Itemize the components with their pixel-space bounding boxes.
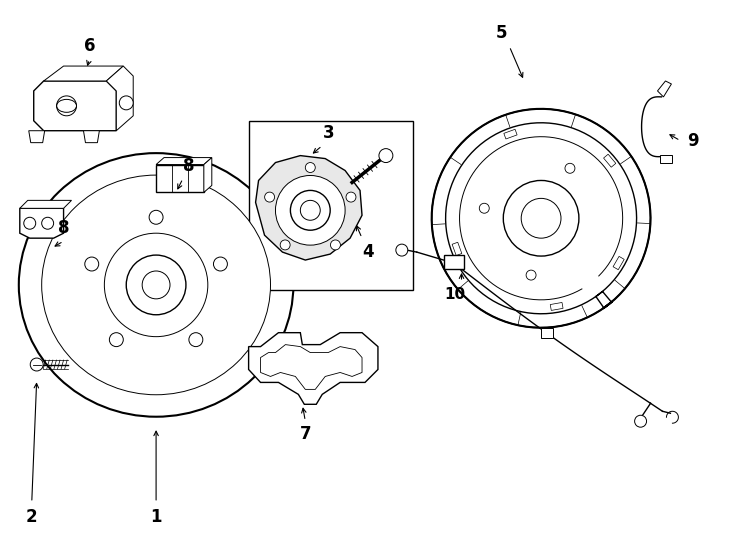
Ellipse shape bbox=[19, 153, 294, 417]
Circle shape bbox=[565, 163, 575, 173]
Text: 3: 3 bbox=[322, 124, 334, 141]
Polygon shape bbox=[249, 333, 378, 404]
Text: 9: 9 bbox=[688, 132, 699, 150]
Text: 1: 1 bbox=[150, 508, 161, 526]
Text: 2: 2 bbox=[26, 508, 37, 526]
Text: 10: 10 bbox=[444, 287, 465, 302]
Polygon shape bbox=[156, 158, 212, 165]
Polygon shape bbox=[550, 302, 563, 310]
Circle shape bbox=[504, 180, 579, 256]
Polygon shape bbox=[432, 109, 650, 328]
Circle shape bbox=[23, 217, 36, 229]
Circle shape bbox=[300, 200, 320, 220]
Circle shape bbox=[635, 415, 647, 427]
Circle shape bbox=[521, 198, 561, 238]
Polygon shape bbox=[20, 208, 64, 238]
Text: 8: 8 bbox=[184, 157, 195, 174]
Circle shape bbox=[214, 257, 228, 271]
Text: 8: 8 bbox=[58, 219, 69, 237]
Text: 5: 5 bbox=[495, 24, 507, 42]
Circle shape bbox=[104, 233, 208, 336]
Polygon shape bbox=[504, 129, 517, 139]
Circle shape bbox=[396, 244, 408, 256]
Circle shape bbox=[526, 270, 536, 280]
Circle shape bbox=[120, 96, 133, 110]
Polygon shape bbox=[43, 66, 123, 81]
Circle shape bbox=[189, 333, 203, 347]
Polygon shape bbox=[255, 156, 362, 260]
Bar bbox=[541, 328, 553, 339]
Circle shape bbox=[57, 96, 76, 116]
Circle shape bbox=[30, 358, 43, 371]
Circle shape bbox=[275, 176, 345, 245]
Polygon shape bbox=[261, 345, 362, 389]
Circle shape bbox=[265, 192, 275, 202]
Polygon shape bbox=[603, 154, 616, 167]
Polygon shape bbox=[156, 165, 204, 192]
Polygon shape bbox=[106, 66, 133, 131]
Circle shape bbox=[142, 271, 170, 299]
Circle shape bbox=[42, 217, 54, 229]
Circle shape bbox=[379, 148, 393, 163]
Polygon shape bbox=[20, 200, 71, 208]
Circle shape bbox=[126, 255, 186, 315]
Polygon shape bbox=[658, 81, 672, 97]
Circle shape bbox=[280, 240, 290, 250]
Circle shape bbox=[149, 210, 163, 224]
Polygon shape bbox=[613, 256, 624, 269]
Ellipse shape bbox=[42, 175, 271, 395]
Circle shape bbox=[346, 192, 356, 202]
Text: 7: 7 bbox=[299, 425, 311, 443]
Bar bbox=[443, 255, 463, 269]
Circle shape bbox=[330, 240, 341, 250]
Polygon shape bbox=[452, 242, 462, 255]
Polygon shape bbox=[204, 158, 212, 192]
Polygon shape bbox=[29, 131, 45, 143]
Circle shape bbox=[85, 257, 98, 271]
Circle shape bbox=[479, 203, 490, 213]
Bar bbox=[249, 121, 413, 290]
Bar bbox=[661, 154, 672, 163]
Circle shape bbox=[109, 333, 123, 347]
Text: 4: 4 bbox=[362, 243, 374, 261]
Circle shape bbox=[291, 191, 330, 230]
Polygon shape bbox=[34, 81, 116, 131]
Text: 6: 6 bbox=[84, 37, 95, 55]
Polygon shape bbox=[84, 131, 99, 143]
Circle shape bbox=[305, 163, 316, 172]
